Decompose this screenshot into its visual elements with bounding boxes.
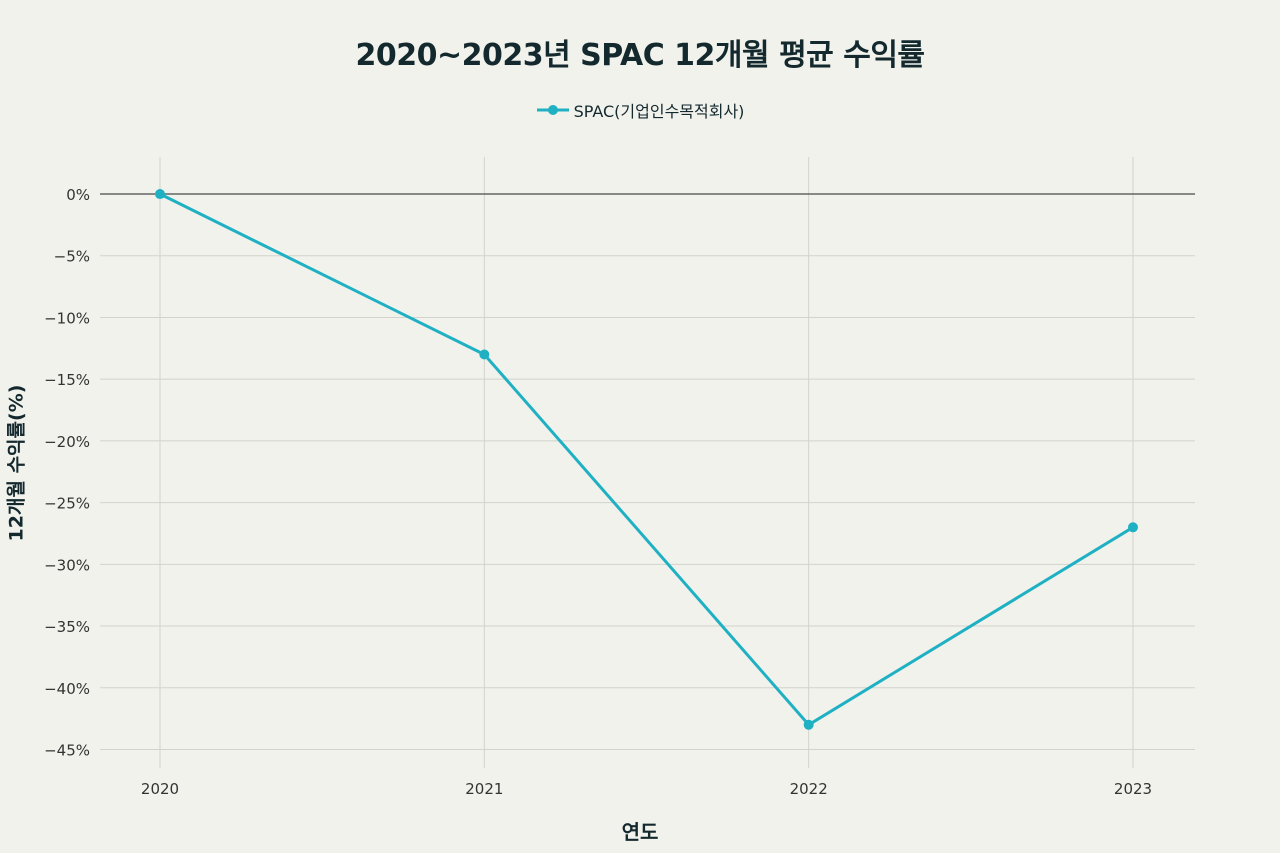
y-tick-label: −45% <box>44 741 90 759</box>
x-tick-label: 2022 <box>790 780 828 798</box>
legend[interactable]: SPAC(기업인수목적회사) <box>0 98 1280 122</box>
chart-title: 2020~2023년 SPAC 12개월 평균 수익률 <box>355 38 925 73</box>
y-tick-label: −5% <box>54 248 90 266</box>
y-tick-label: −35% <box>44 618 90 636</box>
data-point <box>479 349 490 360</box>
legend-label: SPAC(기업인수목적회사) <box>573 102 745 121</box>
y-tick-label: −40% <box>44 680 90 698</box>
y-tick-label: −20% <box>44 433 90 451</box>
x-tick-label: 2023 <box>1114 780 1152 798</box>
x-tick-label: 2020 <box>141 780 179 798</box>
series-line <box>159 192 1134 727</box>
x-tick-label: 2021 <box>465 780 503 798</box>
y-tick-label: 0% <box>66 186 90 204</box>
x-axis-label: 연도 <box>621 820 659 844</box>
y-axis-label: 12개월 수익률(%) <box>5 384 28 542</box>
legend-swatch-icon <box>536 105 569 115</box>
y-tick-label: −25% <box>44 495 90 513</box>
y-tick-label: −15% <box>44 371 90 389</box>
y-tick-label: −10% <box>44 309 90 327</box>
y-tick-label: −30% <box>44 556 90 574</box>
data-point <box>155 189 165 200</box>
data-point <box>803 719 814 730</box>
data-point <box>1128 522 1138 533</box>
